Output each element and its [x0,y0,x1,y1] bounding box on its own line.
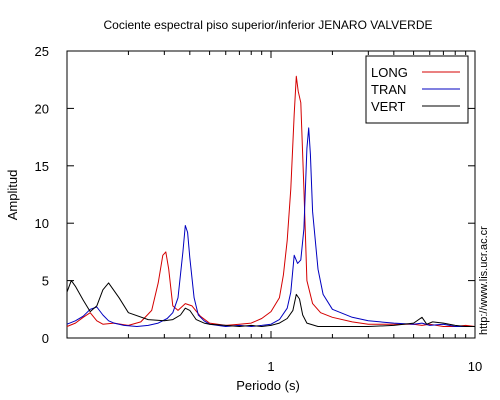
y-tick-label: 25 [35,44,49,59]
legend-label-long: LONG [371,65,408,80]
y-tick-label: 15 [35,159,49,174]
legend-label-tran: TRAN [371,82,406,97]
x-axis-title: Periodo (s) [236,378,300,393]
x-tick-labels: 1 10 [267,359,482,374]
series-layer [66,75,476,327]
legend-entries: LONG TRAN VERT [371,65,460,114]
y-tick-label: 20 [35,101,49,116]
x-tick-label: 1 [267,359,274,374]
y-ticks [67,50,475,339]
x-tick-label: 10 [468,359,482,374]
source-credit: http://www.lis.ucr.ac.cr [478,226,490,335]
y-tick-label: 5 [42,274,49,289]
series-line-vert [66,280,475,327]
y-axis-title: Amplitud [5,170,20,221]
series-line-tran [66,127,475,327]
legend-label-vert: VERT [371,99,405,114]
chart-title: Cociente espectral piso superior/inferio… [103,18,432,32]
y-tick-label: 10 [35,216,49,231]
chart-legend: LONG TRAN VERT [365,55,469,124]
y-tick-label: 0 [42,331,49,346]
x-minor-ticks [66,51,476,338]
y-tick-labels: 0 5 10 15 20 25 [35,44,49,346]
series-line-long [66,75,476,327]
